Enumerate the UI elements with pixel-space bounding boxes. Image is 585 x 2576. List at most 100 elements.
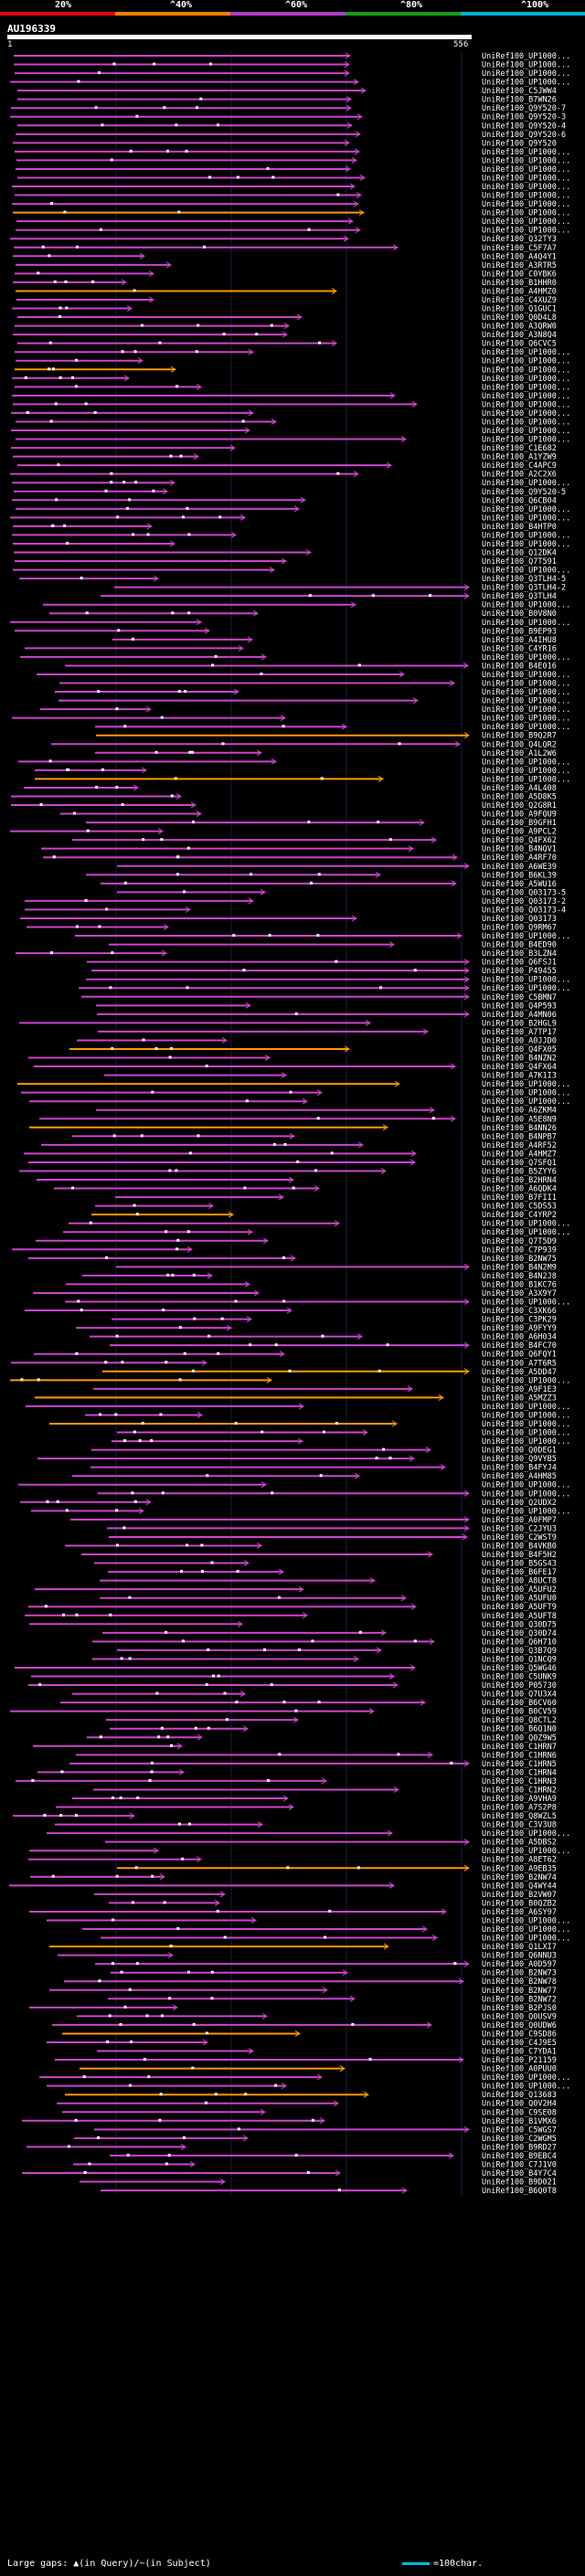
hit-label[interactable]: UniRef100_C4APC9 bbox=[482, 461, 557, 471]
hit-label[interactable]: UniRef100_A7S2P8 bbox=[482, 1804, 557, 1813]
hit-label[interactable]: UniRef100_Q9RM67 bbox=[482, 924, 557, 933]
hit-label[interactable]: UniRef100_UP1000... bbox=[482, 400, 570, 409]
hit-label[interactable]: UniRef100_C4XUZ9 bbox=[482, 296, 557, 305]
hit-label[interactable]: UniRef100_B6Q1N0 bbox=[482, 1725, 557, 1734]
hit-label[interactable]: UniRef100_B0V8N0 bbox=[482, 610, 557, 619]
hit-label[interactable]: UniRef100_B5GS43 bbox=[482, 1560, 557, 1569]
hit-label[interactable]: UniRef100_Q7U3X4 bbox=[482, 1691, 557, 1700]
hit-label[interactable]: UniRef100_C3XK66 bbox=[482, 1307, 557, 1316]
hit-label[interactable]: UniRef100_UP1000... bbox=[482, 165, 570, 175]
hit-label[interactable]: UniRef100_UP1000... bbox=[482, 183, 570, 192]
hit-label[interactable]: UniRef100_B2NW77 bbox=[482, 1987, 557, 1996]
hit-label[interactable]: UniRef100_C2JYU3 bbox=[482, 1524, 557, 1533]
hit-label[interactable]: UniRef100_UP1000... bbox=[482, 61, 570, 70]
hit-label[interactable]: UniRef100_UP1000... bbox=[482, 366, 570, 375]
hit-label[interactable]: UniRef100_B4N2M9 bbox=[482, 1263, 557, 1272]
hit-label[interactable]: UniRef100_A5DD47 bbox=[482, 1368, 557, 1377]
hit-label[interactable]: UniRef100_C1HRN7 bbox=[482, 1743, 557, 1752]
hit-label[interactable]: UniRef100_UP1000... bbox=[482, 1847, 570, 1856]
hit-label[interactable]: UniRef100_Q3TLH4-5 bbox=[482, 575, 566, 584]
hit-label[interactable]: UniRef100_A5D8K5 bbox=[482, 792, 557, 801]
hit-label[interactable]: UniRef100_A6SY97 bbox=[482, 1908, 557, 1917]
hit-label[interactable]: UniRef100_B0QZB2 bbox=[482, 1899, 557, 1908]
hit-label[interactable]: UniRef100_UP1000... bbox=[482, 531, 570, 540]
hit-label[interactable]: UniRef100_B9EBC4 bbox=[482, 2152, 557, 2161]
hit-label[interactable]: UniRef100_B4VKB0 bbox=[482, 1542, 557, 1551]
hit-label[interactable]: UniRef100_C4YR16 bbox=[482, 644, 557, 653]
hit-label[interactable]: UniRef100_Q6CB04 bbox=[482, 496, 557, 505]
hit-label[interactable]: UniRef100_UP1000... bbox=[482, 200, 570, 209]
hit-label[interactable]: UniRef100_C4J9E5 bbox=[482, 2039, 557, 2048]
hit-label[interactable]: UniRef100_Q32TY3 bbox=[482, 235, 557, 244]
hit-label[interactable]: UniRef100_A5UFU0 bbox=[482, 1595, 557, 1604]
hit-label[interactable]: UniRef100_B0CV59 bbox=[482, 1708, 557, 1717]
hit-label[interactable]: UniRef100_UP1000... bbox=[482, 174, 570, 183]
hit-label[interactable]: UniRef100_UP1000... bbox=[482, 375, 570, 384]
hit-label[interactable]: UniRef100_A1YZW9 bbox=[482, 453, 557, 462]
hit-label[interactable]: UniRef100_B4E016 bbox=[482, 662, 557, 671]
hit-label[interactable]: UniRef100_P21159 bbox=[482, 2056, 557, 2065]
hit-label[interactable]: UniRef100_C5JWW4 bbox=[482, 87, 557, 96]
hit-label[interactable]: UniRef100_Q9Y520 bbox=[482, 139, 557, 148]
hit-label[interactable]: UniRef100_B3LZN4 bbox=[482, 949, 557, 959]
hit-label[interactable]: UniRef100_C9SE08 bbox=[482, 2108, 557, 2117]
hit-label[interactable]: UniRef100_UP1000... bbox=[482, 2073, 570, 2083]
hit-label[interactable]: UniRef100_A7K1I3 bbox=[482, 1072, 557, 1081]
hit-label[interactable]: UniRef100_C7P939 bbox=[482, 1246, 557, 1255]
hit-label[interactable]: UniRef100_Q13683 bbox=[482, 2091, 557, 2100]
hit-label[interactable]: UniRef100_B4NN26 bbox=[482, 1124, 557, 1133]
hit-label[interactable]: UniRef100_UP1000... bbox=[482, 697, 570, 706]
hit-label[interactable]: UniRef100_C3PK29 bbox=[482, 1316, 557, 1325]
hit-label[interactable]: UniRef100_Q6NNU3 bbox=[482, 1952, 557, 1961]
hit-label[interactable]: UniRef100_UP1000... bbox=[482, 148, 570, 157]
hit-label[interactable]: UniRef100_Q6FQY1 bbox=[482, 1351, 557, 1360]
hit-label[interactable]: UniRef100_A8UCT8 bbox=[482, 1577, 557, 1586]
hit-label[interactable]: UniRef100_Q7SFQ1 bbox=[482, 1159, 557, 1168]
hit-label[interactable]: UniRef100_A4IHU8 bbox=[482, 636, 557, 645]
hit-label[interactable]: UniRef100_UP1000... bbox=[482, 52, 570, 61]
hit-label[interactable]: UniRef100_Q9Y520-7 bbox=[482, 104, 566, 113]
hit-label[interactable]: UniRef100_UP1000... bbox=[482, 1403, 570, 1412]
hit-label[interactable]: UniRef100_Q3TLH4 bbox=[482, 592, 557, 601]
hit-label[interactable]: UniRef100_Q30D74 bbox=[482, 1629, 557, 1638]
hit-label[interactable]: UniRef100_A3QRW0 bbox=[482, 323, 557, 332]
hit-label[interactable]: UniRef100_UP1000... bbox=[482, 1299, 570, 1308]
hit-label[interactable]: UniRef100_UP1000... bbox=[482, 505, 570, 514]
hit-label[interactable]: UniRef100_A0D597 bbox=[482, 1960, 557, 1969]
hit-label[interactable]: UniRef100_B9GFH1 bbox=[482, 819, 557, 828]
hit-label[interactable]: UniRef100_A6H034 bbox=[482, 1333, 557, 1342]
hit-label[interactable]: UniRef100_Q4FX62 bbox=[482, 836, 557, 845]
hit-label[interactable]: UniRef100_Q30D75 bbox=[482, 1620, 557, 1629]
hit-label[interactable]: UniRef100_A4HM85 bbox=[482, 1472, 557, 1481]
hit-label[interactable]: UniRef100_A5UFT8 bbox=[482, 1612, 557, 1621]
hit-label[interactable]: UniRef100_B4Y7C4 bbox=[482, 2169, 557, 2178]
hit-label[interactable]: UniRef100_UP1000... bbox=[482, 540, 570, 549]
hit-label[interactable]: UniRef100_UP1000... bbox=[482, 976, 570, 985]
hit-label[interactable]: UniRef100_Q7T591 bbox=[482, 557, 557, 567]
hit-label[interactable]: UniRef100_UP1000... bbox=[482, 567, 570, 576]
hit-label[interactable]: UniRef100_UP1000... bbox=[482, 653, 570, 663]
hit-label[interactable]: UniRef100_A4RF52 bbox=[482, 1141, 557, 1150]
hit-label[interactable]: UniRef100_A6WE39 bbox=[482, 863, 557, 872]
hit-label[interactable]: UniRef100_A0FMP7 bbox=[482, 1516, 557, 1525]
hit-label[interactable]: UniRef100_UP1000... bbox=[482, 1411, 570, 1420]
hit-label[interactable]: UniRef100_C1HRN4 bbox=[482, 1768, 557, 1777]
hit-label[interactable]: UniRef100_B6CV60 bbox=[482, 1699, 557, 1708]
hit-label[interactable]: UniRef100_UP1000... bbox=[482, 1925, 570, 1935]
hit-label[interactable]: UniRef100_UP1000... bbox=[482, 409, 570, 419]
hit-label[interactable]: UniRef100_UP1000... bbox=[482, 1481, 570, 1490]
hit-label[interactable]: UniRef100_A7TP17 bbox=[482, 1028, 557, 1037]
hit-label[interactable]: UniRef100_C1HRN6 bbox=[482, 1751, 557, 1760]
hit-label[interactable]: UniRef100_Q2UDX2 bbox=[482, 1499, 557, 1508]
hit-label[interactable]: UniRef100_Q4FX05 bbox=[482, 1045, 557, 1055]
hit-label[interactable]: UniRef100_Q9VYB5 bbox=[482, 1455, 557, 1464]
hit-label[interactable]: UniRef100_UP1000... bbox=[482, 984, 570, 993]
hit-label[interactable]: UniRef100_UP1000... bbox=[482, 1916, 570, 1925]
hit-label[interactable]: UniRef100_Q2G8R1 bbox=[482, 801, 557, 811]
hit-label[interactable]: UniRef100_UP1000... bbox=[482, 775, 570, 784]
hit-label[interactable]: UniRef100_UP1000... bbox=[482, 1489, 570, 1499]
hit-label[interactable]: UniRef100_UP1000... bbox=[482, 1097, 570, 1107]
hit-label[interactable]: UniRef100_A5UFT9 bbox=[482, 1603, 557, 1612]
hit-label[interactable]: UniRef100_A9PCL2 bbox=[482, 828, 557, 837]
hit-label[interactable]: UniRef100_Q8CTL2 bbox=[482, 1716, 557, 1725]
